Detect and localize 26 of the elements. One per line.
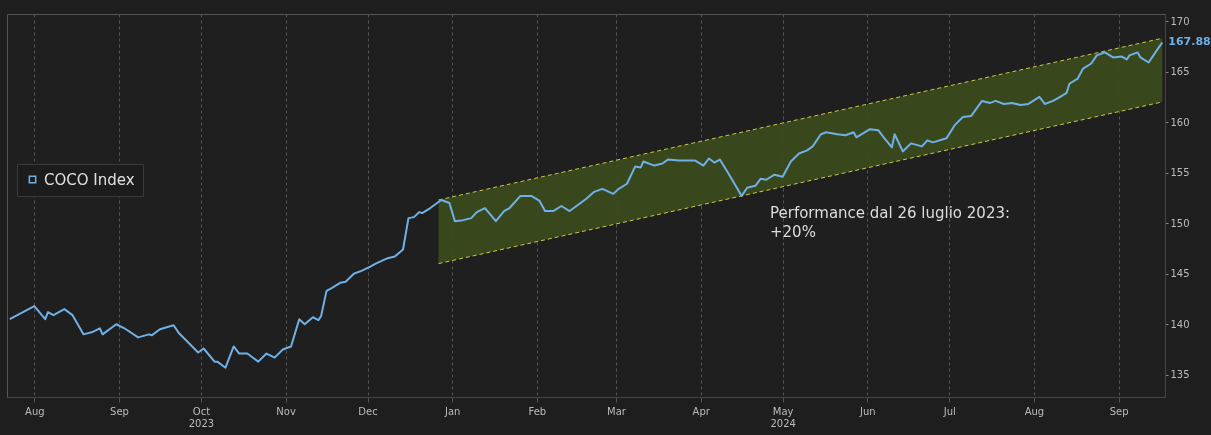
- x-tick-label: Feb: [528, 405, 547, 417]
- x-tick-label: Aug: [25, 405, 45, 417]
- line-series: [8, 41, 1164, 369]
- y-tick-label: 150: [1170, 217, 1190, 229]
- annotation: Performance dal 26 luglio 2023: +20%: [770, 204, 1011, 241]
- x-tick-label: Oct 2023: [188, 405, 215, 429]
- y-tick-label: 145: [1170, 268, 1190, 280]
- x-tick-label: Sep: [110, 405, 129, 417]
- x-tick-label: Sep: [1109, 405, 1129, 417]
- x-tick-label: Mar: [607, 405, 627, 417]
- x-tick-label: Jul: [942, 405, 956, 417]
- legend-label: COCO Index: [44, 170, 135, 189]
- x-tick-label: Nov: [276, 405, 296, 417]
- x-tick-label: Dec: [358, 405, 378, 417]
- x-tick-label: Aug: [1024, 405, 1045, 417]
- x-tick-label: Apr: [692, 405, 711, 417]
- x-tick-label: Jun: [858, 405, 876, 417]
- y-tick-label: 155: [1170, 167, 1190, 179]
- y-tick-label: 140: [1170, 318, 1190, 330]
- y-tick-label: 170: [1170, 15, 1190, 27]
- x-tick-label: May 2024: [770, 405, 796, 429]
- x-tick-label: Jan: [443, 405, 461, 417]
- y-tick-label: 165: [1170, 66, 1190, 78]
- y-tick-label: 135: [1170, 369, 1190, 381]
- data-label: 167.88: [1168, 35, 1211, 49]
- y-tick-label: 160: [1170, 116, 1190, 128]
